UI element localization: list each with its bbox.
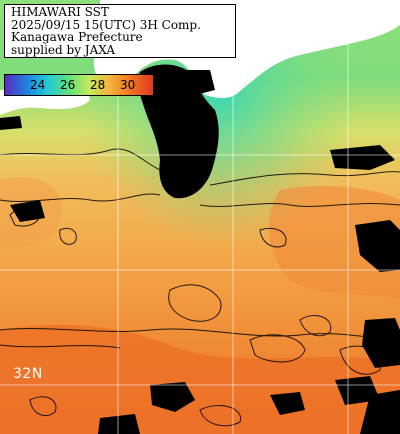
- cloud-bay: [137, 64, 219, 199]
- colorbar-tick-28: 28: [90, 78, 106, 92]
- cloud-southeast: [360, 390, 400, 434]
- cloud-south-3: [270, 392, 305, 415]
- cloud-east-2: [355, 220, 400, 272]
- title-line-region: Kanagawa Prefecture: [11, 30, 143, 44]
- map-title-box: HIMAWARI SST 2025/09/15 15(UTC) 3H Comp.…: [4, 4, 236, 58]
- title-line-provider: supplied by JAXA: [11, 42, 116, 57]
- cloud-south-2: [98, 414, 140, 434]
- cloud-east-1: [330, 145, 395, 170]
- cloud-bay-north: [170, 70, 215, 95]
- colorbar-tick-26: 26: [60, 78, 76, 92]
- warm-patch-east: [269, 185, 400, 300]
- temperature-colorbar: 24 26 28 30: [4, 74, 154, 96]
- title-line-product: HIMAWARI SST: [11, 5, 109, 19]
- cloud-west: [10, 200, 45, 222]
- colorbar-tick-30: 30: [120, 78, 136, 92]
- cloud-coast-west: [0, 116, 22, 130]
- cloud-south-1: [150, 382, 195, 412]
- latitude-label: 32N: [13, 366, 43, 382]
- colorbar-tick-24: 24: [30, 78, 46, 92]
- title-line-datetime: 2025/09/15 15(UTC) 3H Comp.: [11, 17, 201, 32]
- cloud-east-3: [362, 318, 400, 368]
- isotherm-lines: [0, 148, 400, 427]
- cloud-south-4: [335, 376, 380, 405]
